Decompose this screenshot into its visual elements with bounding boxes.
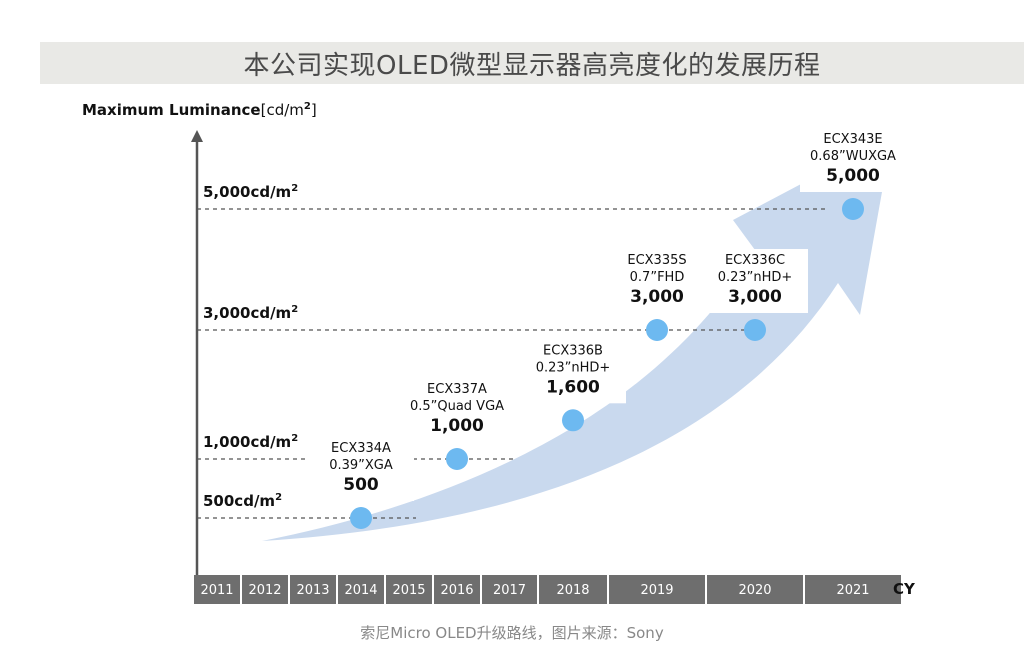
year-label: 2021 <box>836 583 869 598</box>
year-cell-2020 <box>707 575 803 604</box>
data-label-size: 0.5”Quad VGA <box>410 399 504 414</box>
year-label: 2013 <box>296 583 329 598</box>
year-cell-2017 <box>482 575 537 604</box>
data-points <box>350 198 864 529</box>
y-axis-label-sup: 2 <box>303 101 311 112</box>
level-label-sup: 2 <box>291 433 298 444</box>
year-label: 2015 <box>392 583 425 598</box>
data-label-value: 500 <box>343 475 379 495</box>
y-axis-arrowhead <box>191 130 203 142</box>
data-label-model: ECX343E <box>823 132 882 147</box>
y-axis <box>191 130 203 575</box>
data-label-model: ECX337A <box>427 382 487 397</box>
level-label-text: 3,000cd/m <box>203 304 291 322</box>
data-label-size: 0.39”XGA <box>329 458 393 473</box>
data-label-bg <box>308 437 414 501</box>
level-label-text: 5,000cd/m <box>203 183 291 201</box>
data-label-value: 3,000 <box>630 287 684 307</box>
data-point-ECX334A <box>350 507 372 529</box>
data-label-size: 0.23”nHD+ <box>718 270 793 285</box>
year-label: 2012 <box>248 583 281 598</box>
chart-title: 本公司实现OLED微型显示器高亮度化的发展历程 <box>40 42 1024 84</box>
level-label: 5,000cd/m2 <box>203 183 298 201</box>
year-cell-2013 <box>290 575 336 604</box>
year-bar: 2011 2012 2013 2014 2015 2016 2017 2018 2019 2020… <box>194 575 916 604</box>
level-label: 500cd/m2 <box>203 492 282 510</box>
data-label-bg <box>604 249 710 313</box>
data-label-value: 1,600 <box>546 377 600 397</box>
year-label: 2014 <box>344 583 377 598</box>
data-point-ECX343E <box>842 198 864 220</box>
level-label: 3,000cd/m2 <box>203 304 298 322</box>
year-cell-2012 <box>242 575 288 604</box>
level-labels: 500cd/m21,000cd/m23,000cd/m25,000cd/m2 <box>203 183 298 510</box>
data-label-value: 3,000 <box>728 287 782 307</box>
data-point-ECX336C <box>744 319 766 341</box>
data-label-model: ECX335S <box>627 253 686 268</box>
y-axis-label-main: Maximum Luminance <box>82 101 261 119</box>
level-label-sup: 2 <box>291 304 298 315</box>
year-cell-2014 <box>338 575 384 604</box>
year-label: 2016 <box>440 583 473 598</box>
data-label-model: ECX336C <box>725 253 785 268</box>
data-label-model: ECX334A <box>331 441 391 456</box>
year-label: 2019 <box>640 583 673 598</box>
y-axis-label-unit: [cd/m <box>260 101 304 119</box>
level-label-sup: 2 <box>291 183 298 194</box>
data-label-value: 5,000 <box>826 166 880 186</box>
source-caption: 索尼Micro OLED升级路线，图片来源：Sony <box>360 624 664 642</box>
data-point-ECX337A <box>446 448 468 470</box>
data-point-ECX336B <box>562 409 584 432</box>
data-label-value: 1,000 <box>430 416 484 436</box>
year-label: 2017 <box>493 583 526 598</box>
level-label-text: 1,000cd/m <box>203 433 291 451</box>
year-cell-2015 <box>386 575 432 604</box>
data-label-size: 0.7”FHD <box>630 270 685 285</box>
x-axis-label: CY <box>893 580 916 598</box>
year-label: 2018 <box>556 583 589 598</box>
data-label-bg <box>520 339 626 404</box>
year-cell-2019 <box>609 575 705 604</box>
year-label: 2011 <box>200 583 233 598</box>
year-cell-2016 <box>434 575 480 604</box>
y-axis-label: Maximum Luminance[cd/m2] <box>82 101 317 119</box>
year-cell-2011 <box>194 575 240 604</box>
level-label: 1,000cd/m2 <box>203 433 298 451</box>
data-label-size: 0.23”nHD+ <box>536 360 611 375</box>
data-label-size: 0.68”WUXGA <box>810 149 896 164</box>
level-label-sup: 2 <box>275 492 282 503</box>
year-cell-2021 <box>805 575 901 604</box>
level-label-text: 500cd/m <box>203 492 275 510</box>
year-label: 2020 <box>738 583 771 598</box>
data-label-bg <box>702 249 808 313</box>
data-point-labels: ECX334A 0.39”XGA 500 ECX337A 0.5”Quad VGA 1,0… <box>308 128 906 501</box>
data-label-bg <box>404 378 510 442</box>
data-label-model: ECX336B <box>543 343 603 358</box>
year-cell-2018 <box>539 575 607 604</box>
y-axis-label-close: ] <box>310 101 317 119</box>
data-point-ECX335S <box>646 319 668 341</box>
data-label-bg <box>800 128 906 192</box>
